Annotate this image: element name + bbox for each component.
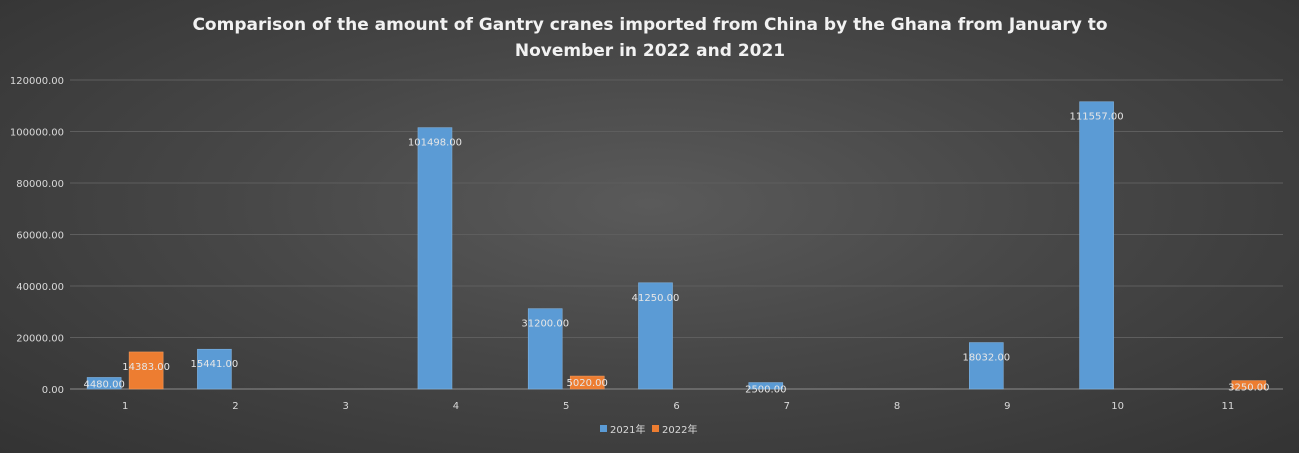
data-label: 18032.00 — [962, 353, 1010, 364]
chart-title-line-2: November in 2022 and 2021 — [515, 41, 785, 61]
x-tick-label: 1 — [122, 401, 128, 412]
bar-series-1 — [527, 308, 563, 390]
data-label: 2500.00 — [745, 385, 786, 396]
bar-series-1 — [1079, 101, 1114, 390]
x-tick-label: 5 — [563, 401, 569, 412]
x-axis-ticks: 1 2 3 4 5 6 7 8 9 10 11 — [122, 401, 1234, 412]
legend-swatch — [652, 425, 659, 432]
legend: 2021年 2022年 — [600, 423, 697, 436]
bars — [86, 101, 1267, 390]
y-axis-ticks: 0.00 20000.00 40000.00 60000.00 80000.00 1000… — [10, 76, 64, 396]
x-tick-label: 11 — [1221, 401, 1234, 412]
bar-series-1 — [969, 342, 1004, 390]
x-tick-label: 8 — [894, 401, 900, 412]
data-label: 3250.00 — [1228, 383, 1269, 394]
x-tick-label: 9 — [1004, 401, 1010, 412]
x-tick-label: 4 — [453, 401, 459, 412]
y-tick-label: 100000.00 — [10, 128, 64, 139]
y-tick-label: 60000.00 — [16, 231, 64, 242]
legend-swatch — [600, 425, 607, 432]
y-tick-label: 20000.00 — [16, 334, 64, 345]
bar-series-1 — [86, 377, 122, 390]
data-label: 15441.00 — [191, 359, 239, 370]
bar-series-2 — [128, 351, 164, 390]
legend-label: 2021年 — [610, 423, 645, 436]
x-tick-label: 6 — [673, 401, 679, 412]
data-label: 5020.00 — [567, 378, 608, 389]
data-label: 101498.00 — [408, 138, 462, 149]
bar-series-1 — [748, 382, 784, 390]
data-label: 31200.00 — [521, 319, 569, 330]
data-label: 14383.00 — [122, 362, 170, 373]
bar-series-2 — [569, 375, 605, 390]
bar-series-1 — [197, 348, 232, 390]
bar-series-1 — [417, 127, 453, 390]
bar-series-1 — [638, 282, 673, 390]
bar-series-2 — [1231, 380, 1267, 390]
chart-title-line-1: Comparison of the amount of Gantry crane… — [192, 15, 1107, 35]
x-tick-label: 7 — [784, 401, 790, 412]
y-tick-label: 40000.00 — [16, 282, 64, 293]
x-tick-label: 3 — [342, 401, 348, 412]
y-tick-label: 0.00 — [42, 385, 64, 396]
data-label: 111557.00 — [1070, 112, 1124, 123]
gridlines — [70, 79, 1283, 390]
x-tick-label: 2 — [232, 401, 238, 412]
x-tick-label: 10 — [1111, 401, 1124, 412]
y-tick-label: 120000.00 — [10, 76, 64, 87]
y-tick-label: 80000.00 — [16, 179, 64, 190]
data-label: 4480.00 — [83, 379, 124, 390]
data-labels: 4480.00 14383.00 15441.00 101498.00 31200.00… — [83, 112, 1269, 396]
data-label: 41250.00 — [632, 293, 680, 304]
legend-label: 2022年 — [662, 423, 697, 436]
